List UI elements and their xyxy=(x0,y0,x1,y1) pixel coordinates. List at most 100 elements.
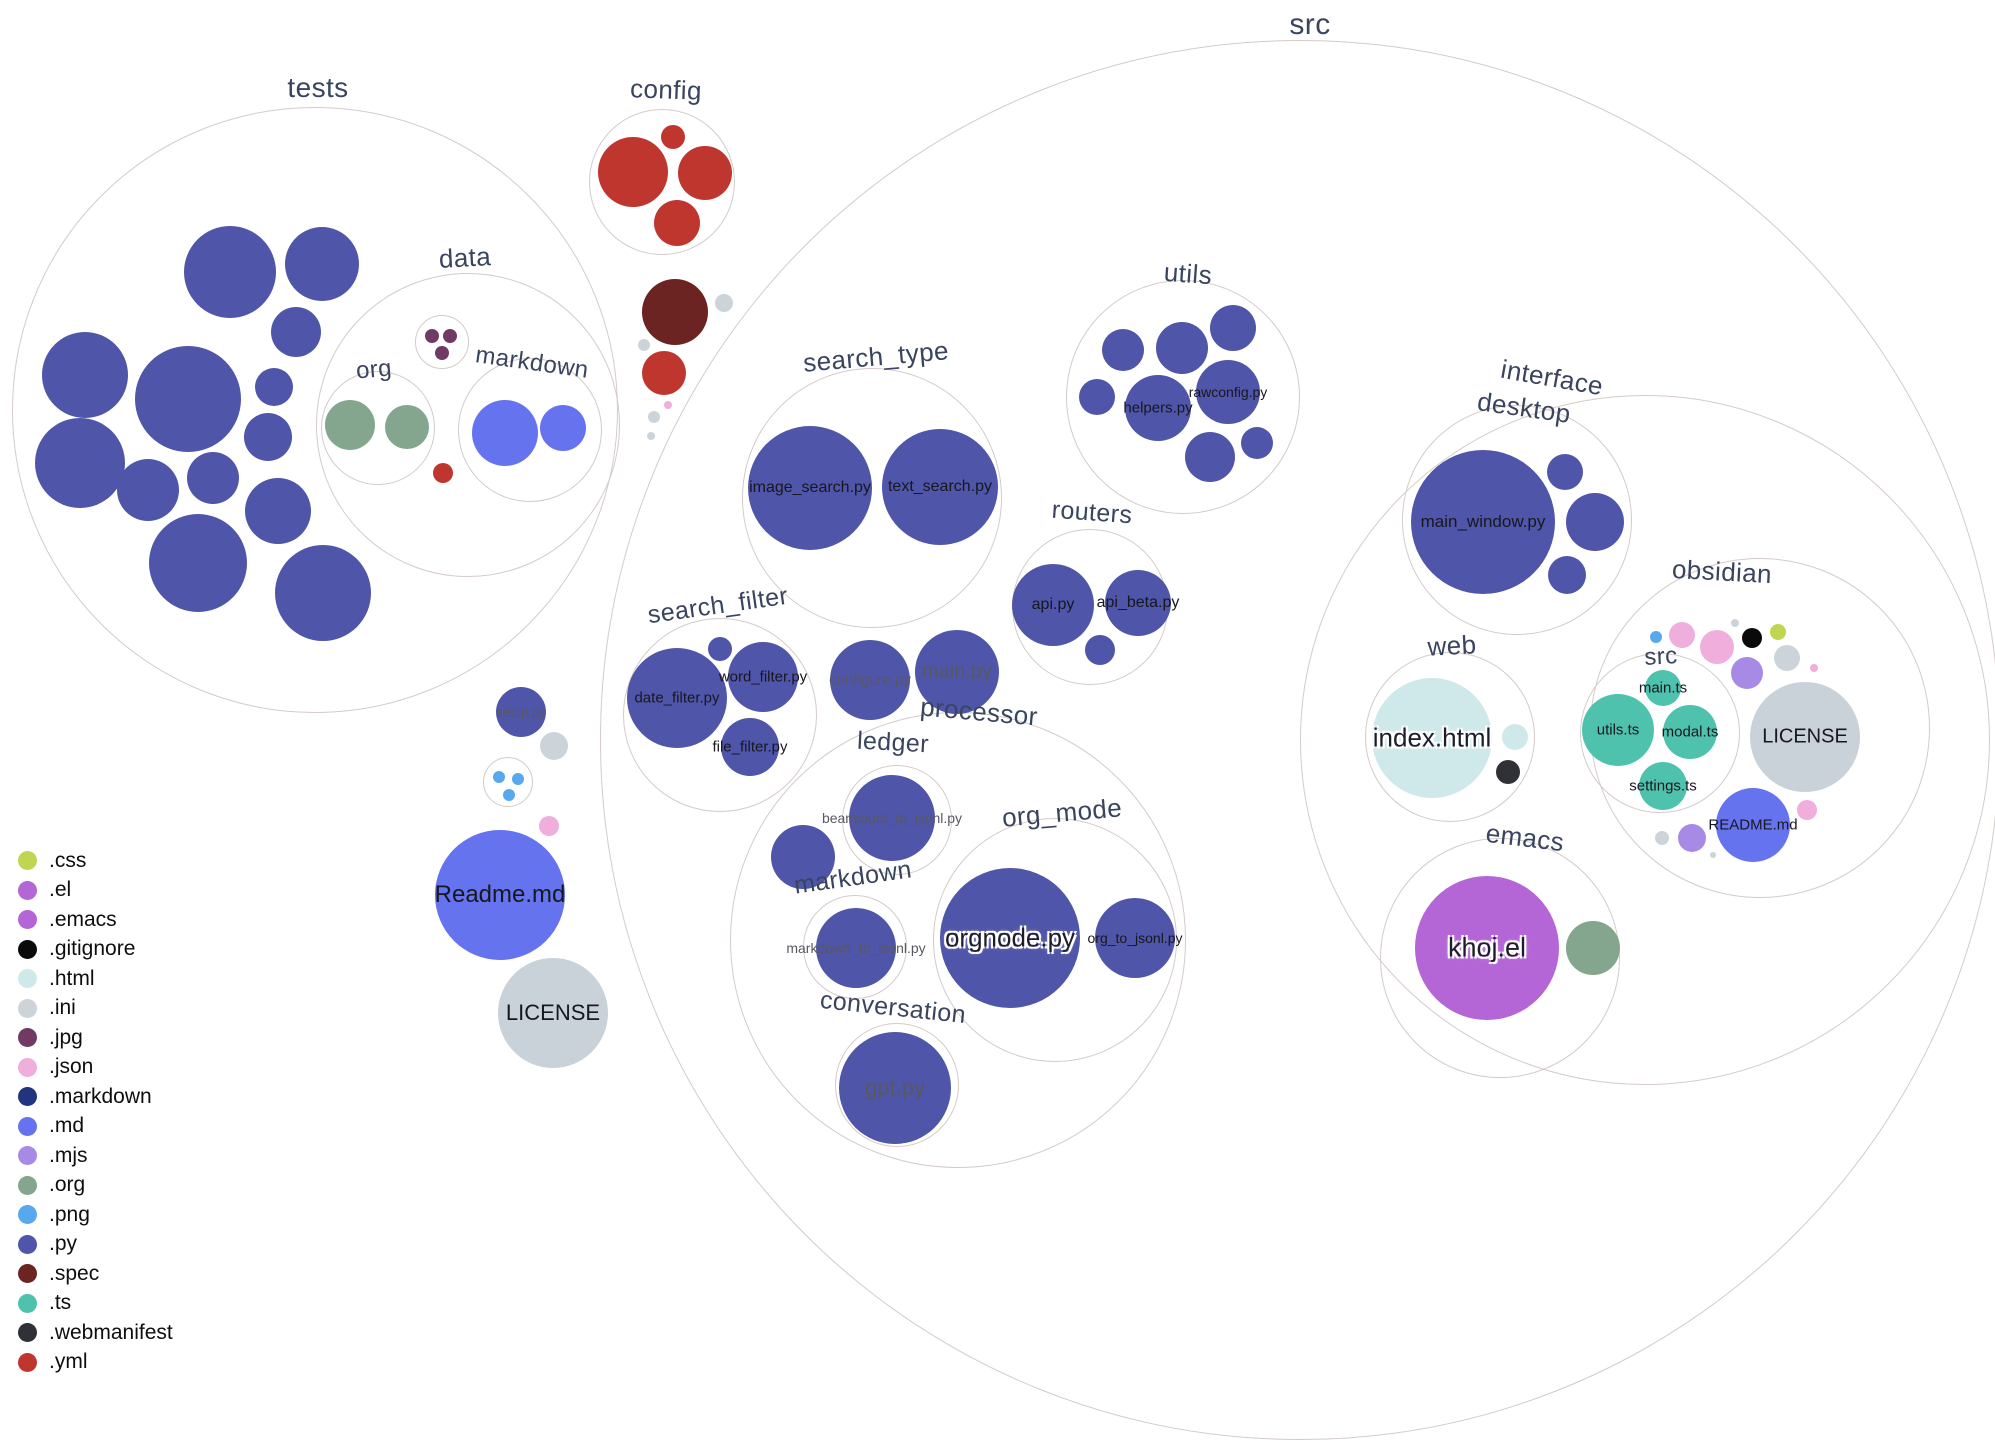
file-circle-main-py[interactable] xyxy=(915,630,999,714)
dir-circle-processor-markdown[interactable] xyxy=(803,895,907,999)
file-circle-rawconfig-py[interactable] xyxy=(1196,360,1260,424)
file-circle-main-ts[interactable] xyxy=(1645,670,1681,706)
file-circle-org[interactable] xyxy=(325,400,375,450)
file-circle-py[interactable] xyxy=(708,637,732,661)
file-circle-date-filter-py[interactable] xyxy=(627,648,727,748)
file-circle-py[interactable] xyxy=(1210,305,1256,351)
file-circle-main-window-py[interactable] xyxy=(1411,450,1555,594)
file-circle-md[interactable] xyxy=(472,400,538,466)
file-circle-ini[interactable] xyxy=(715,294,733,312)
file-circle-py[interactable] xyxy=(42,332,128,418)
file-circle-readme-md[interactable] xyxy=(435,830,565,960)
file-circle-setup-py[interactable] xyxy=(496,687,546,737)
file-circle-api-py[interactable] xyxy=(1012,564,1094,646)
dir-circle-data-markdown[interactable] xyxy=(458,358,602,502)
file-circle-py[interactable] xyxy=(117,459,179,521)
dir-circle-data[interactable] xyxy=(316,273,620,577)
file-circle-yml[interactable] xyxy=(654,200,700,246)
file-circle-py[interactable] xyxy=(771,825,835,889)
file-circle-yml[interactable] xyxy=(598,137,668,207)
file-circle-py[interactable] xyxy=(271,307,321,357)
dir-circle-data-jpg-cluster[interactable] xyxy=(415,315,469,369)
file-circle-json[interactable] xyxy=(539,816,559,836)
file-circle-json[interactable] xyxy=(1669,622,1695,648)
file-circle-ini[interactable] xyxy=(1731,619,1739,627)
dir-circle-search-filter[interactable] xyxy=(623,618,817,812)
file-circle-webmanifest[interactable] xyxy=(1496,760,1520,784)
file-circle-json[interactable] xyxy=(1797,800,1817,820)
file-circle-py[interactable] xyxy=(1241,427,1273,459)
file-circle-configure-py[interactable] xyxy=(830,640,910,720)
file-circle-file-filter-py[interactable] xyxy=(721,718,779,776)
file-circle-beancount-to-jsonl-py[interactable] xyxy=(849,775,935,861)
file-circle-ini[interactable] xyxy=(540,732,568,760)
file-circle-spec[interactable] xyxy=(642,279,708,345)
dir-circle-search-type[interactable] xyxy=(742,368,1002,628)
file-circle-settings-ts[interactable] xyxy=(1639,762,1687,810)
file-circle-py[interactable] xyxy=(1085,635,1115,665)
file-circle-ini[interactable] xyxy=(1774,645,1800,671)
file-circle-png[interactable] xyxy=(503,789,515,801)
file-circle-orgnode-py[interactable] xyxy=(940,868,1080,1008)
file-circle-py[interactable] xyxy=(1547,454,1583,490)
file-circle-mjs[interactable] xyxy=(1678,824,1706,852)
file-circle-yml[interactable] xyxy=(661,125,685,149)
dir-circle-data-org[interactable] xyxy=(321,371,435,485)
file-circle-ini[interactable] xyxy=(638,339,650,351)
file-circle-py[interactable] xyxy=(184,226,276,318)
file-circle-py[interactable] xyxy=(245,478,311,544)
file-circle-py[interactable] xyxy=(1156,322,1208,374)
file-circle-jpg[interactable] xyxy=(425,329,439,343)
dir-circle-root-png-cluster[interactable] xyxy=(483,757,533,807)
file-circle-mjs[interactable] xyxy=(1731,657,1763,689)
file-circle-png[interactable] xyxy=(1650,631,1662,643)
file-circle-license[interactable] xyxy=(498,958,608,1068)
file-circle-py[interactable] xyxy=(1548,556,1586,594)
file-circle-text-search-py[interactable] xyxy=(882,429,998,545)
file-circle-gitignore[interactable] xyxy=(1742,628,1762,648)
file-circle-py[interactable] xyxy=(1079,379,1115,415)
file-circle-css[interactable] xyxy=(1770,624,1786,640)
file-circle-modal-ts[interactable] xyxy=(1663,705,1717,759)
file-circle-py[interactable] xyxy=(1566,493,1624,551)
file-circle-word-filter-py[interactable] xyxy=(728,642,798,712)
file-circle-md[interactable] xyxy=(540,405,586,451)
file-circle-png[interactable] xyxy=(493,771,505,783)
file-circle-jpg[interactable] xyxy=(435,346,449,360)
file-circle-yml[interactable] xyxy=(433,463,453,483)
file-circle-py[interactable] xyxy=(275,545,371,641)
file-circle-py[interactable] xyxy=(135,346,241,452)
file-circle-py[interactable] xyxy=(285,227,359,301)
file-circle-markdown-to-jsonl-py[interactable] xyxy=(816,908,896,988)
file-circle-readme-md[interactable] xyxy=(1716,788,1790,862)
file-circle-jpg[interactable] xyxy=(443,329,457,343)
file-circle-index-html[interactable] xyxy=(1372,678,1492,798)
file-circle-py[interactable] xyxy=(187,452,239,504)
file-circle-json[interactable] xyxy=(664,401,672,409)
dir-circle-org-mode[interactable] xyxy=(933,818,1177,1062)
dir-circle-desktop[interactable] xyxy=(1402,405,1632,635)
file-circle-py[interactable] xyxy=(244,413,292,461)
dir-circle-emacs[interactable] xyxy=(1380,838,1620,1078)
dir-circle-obsidian-src[interactable] xyxy=(1580,653,1740,813)
file-circle-png[interactable] xyxy=(512,773,524,785)
file-circle-khoj-el[interactable] xyxy=(1415,876,1559,1020)
file-circle-ini[interactable] xyxy=(1655,831,1669,845)
file-circle-api-beta-py[interactable] xyxy=(1105,570,1171,636)
file-circle-py[interactable] xyxy=(149,514,247,612)
file-circle-org[interactable] xyxy=(385,405,429,449)
file-circle-ini[interactable] xyxy=(648,411,660,423)
dir-circle-utils[interactable] xyxy=(1066,280,1300,514)
file-circle-gpt-py[interactable] xyxy=(839,1032,951,1144)
file-circle-py[interactable] xyxy=(1102,329,1144,371)
file-circle-license[interactable] xyxy=(1750,682,1860,792)
file-circle-ini[interactable] xyxy=(1710,852,1716,858)
file-circle-yml[interactable] xyxy=(642,351,686,395)
file-circle-ini[interactable] xyxy=(647,432,655,440)
dir-circle-src-root[interactable] xyxy=(600,40,1995,1440)
dir-circle-interface[interactable] xyxy=(1300,395,1990,1085)
file-circle-org-to-jsonl-py[interactable] xyxy=(1095,898,1175,978)
file-circle-utils-ts[interactable] xyxy=(1582,694,1654,766)
file-circle-yml[interactable] xyxy=(678,146,732,200)
file-circle-image-search-py[interactable] xyxy=(748,426,872,550)
